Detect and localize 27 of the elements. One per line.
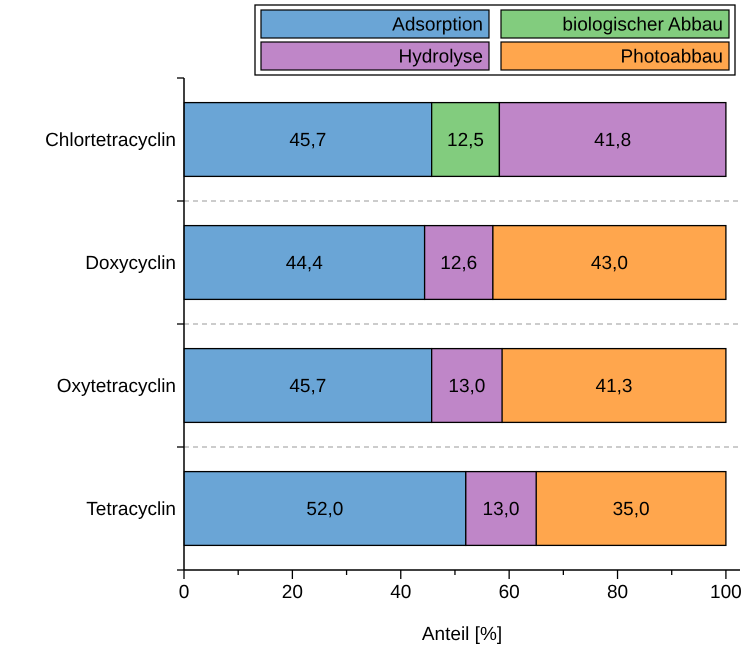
data-label: 13,0	[482, 499, 520, 520]
y-tick-label: Chlortetracyclin	[45, 130, 176, 152]
x-tick-label: 20	[282, 582, 303, 603]
y-tick-label: Doxycyclin	[85, 253, 176, 274]
text: Hydrolyse	[398, 46, 483, 68]
data-label: 43,0	[590, 253, 628, 274]
text: Photoabbau	[620, 46, 723, 68]
data-label: 41,3	[596, 376, 632, 398]
y-tick-label: Tetracyclin	[86, 499, 176, 520]
data-label: 12,6	[440, 253, 478, 274]
data-label: 41,8	[594, 130, 632, 152]
x-tick-label: 60	[498, 582, 520, 603]
y-tick-label: Oxytetracyclin	[56, 376, 176, 398]
data-label: 45,7	[289, 130, 326, 152]
data-label: 35,0	[612, 499, 650, 520]
x-tick-label: 0	[178, 582, 190, 603]
data-label: 13,0	[448, 376, 486, 398]
x-tick-label: 80	[606, 582, 628, 603]
x-axis-title: Anteil [%]	[422, 624, 502, 645]
text: Adsorption	[392, 14, 483, 36]
x-tick-label: 100	[710, 582, 742, 603]
data-label: 12,5	[447, 130, 484, 152]
data-label: 44,4	[286, 253, 324, 274]
text: biologischer Abbau	[562, 14, 723, 36]
data-label: 45,7	[289, 376, 326, 398]
data-label: 52,0	[306, 499, 344, 520]
x-tick-label: 40	[390, 582, 412, 603]
